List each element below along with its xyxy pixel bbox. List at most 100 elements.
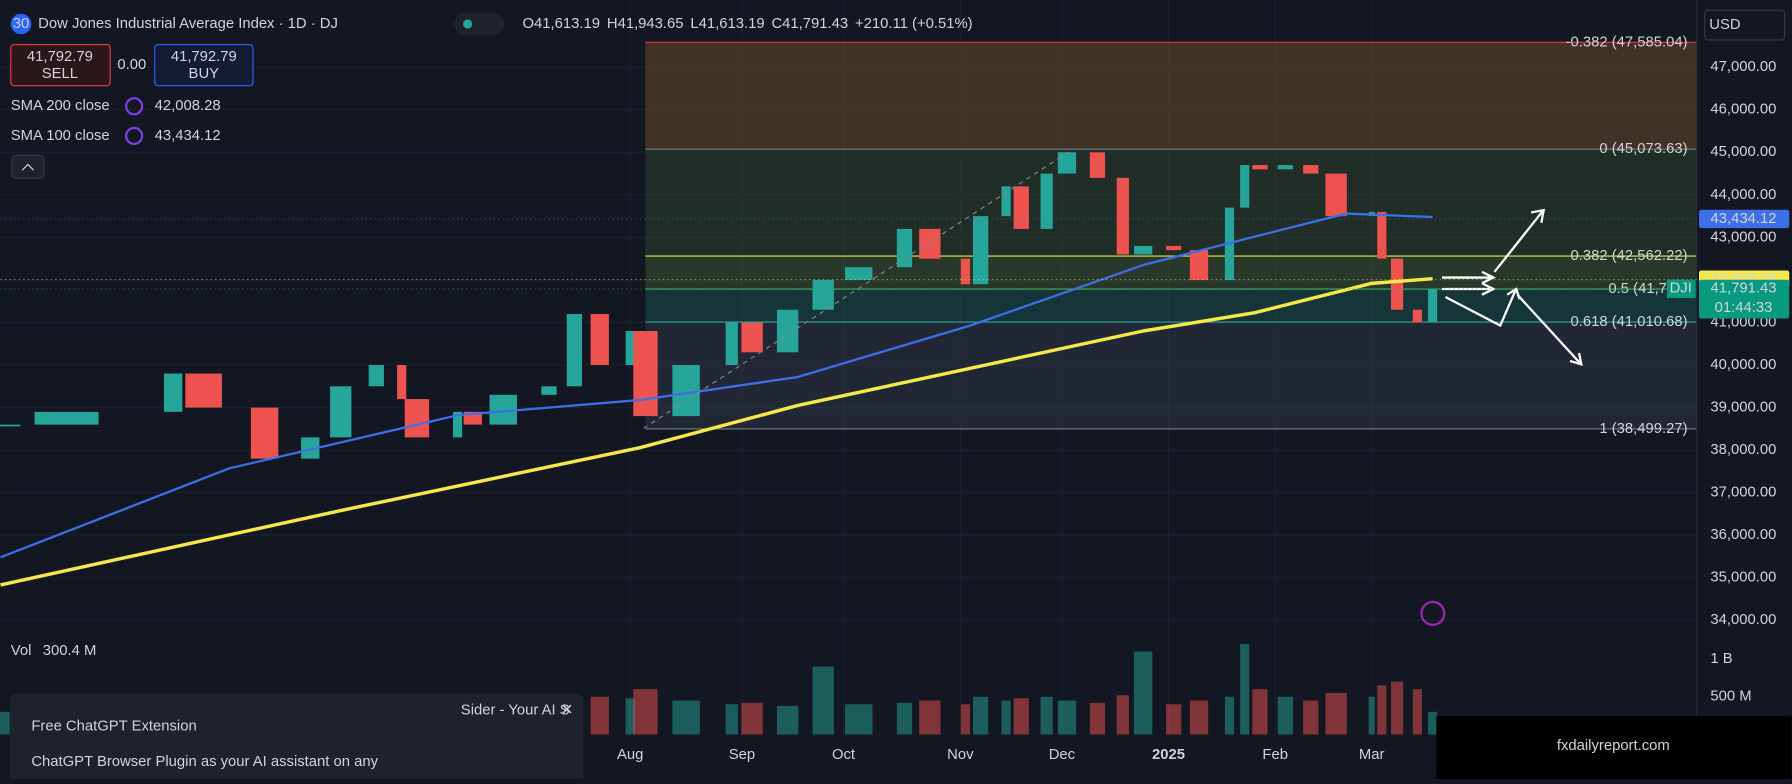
candle: [185, 373, 222, 408]
ad-close[interactable]: ✕: [561, 702, 573, 718]
volume-bar: [725, 704, 738, 735]
buy-button[interactable]: [154, 43, 254, 87]
y-tick-label: 43,000.00: [1710, 229, 1776, 245]
status-pill[interactable]: [453, 12, 505, 36]
volume-bar: [960, 704, 970, 735]
volume-bar: [1368, 696, 1375, 735]
volume-bar: [1166, 704, 1182, 735]
ohlc-item: H: [607, 16, 618, 32]
x-tick-label: Aug: [617, 747, 643, 763]
candle: [1277, 165, 1293, 170]
ad-text: ChatGPT Browser Plugin as your AI assist…: [31, 754, 378, 770]
price-badge: [1698, 279, 1790, 319]
candle: [34, 411, 99, 425]
ohlc-item: C: [771, 16, 782, 32]
candle: [845, 267, 873, 280]
symbol-tag-text: DJI: [1670, 281, 1692, 297]
volume-bar: [1001, 700, 1011, 735]
candle: [812, 279, 834, 310]
x-tick-label: Nov: [947, 747, 974, 763]
badge: [10, 13, 32, 35]
volume-bar: [633, 689, 658, 735]
indicator-value: 42,008.28: [155, 98, 221, 114]
candle: [1412, 309, 1422, 323]
fib-zone: [645, 42, 1697, 150]
ad-title: Free ChatGPT Extension: [31, 718, 196, 734]
y-tick-label: 39,000.00: [1710, 400, 1776, 416]
symbol-title[interactable]: Dow Jones Industrial Average Index · 1D …: [38, 16, 338, 32]
price-axis-bg: [1696, 0, 1792, 779]
indicator-name: SMA 100 close: [11, 128, 110, 144]
candle: [1325, 173, 1347, 217]
candle: [368, 365, 384, 387]
candle: [1189, 250, 1209, 280]
volume-bar: [776, 705, 799, 735]
y-tick-label: 38,000.00: [1710, 442, 1776, 458]
volume-bar: [973, 696, 989, 735]
x-tick-label: Mar: [1359, 747, 1385, 763]
ohlc-item: L: [690, 16, 698, 32]
countdown: 01:44:33: [1715, 300, 1773, 316]
ohlc-item: 41,613.19: [534, 16, 600, 32]
fib-label: 0.382 (42,562.22): [1570, 248, 1687, 264]
volume-value: 300.4 M: [43, 643, 97, 659]
candle: [1001, 186, 1011, 217]
candle: [0, 424, 21, 427]
x-tick-label: Sep: [729, 747, 755, 763]
buy-label: BUY: [189, 66, 220, 82]
volume-bar: [590, 696, 609, 735]
candle: [1040, 173, 1053, 229]
volume-bar: [1134, 651, 1153, 735]
candle: [404, 399, 430, 438]
volume-bar: [1116, 695, 1129, 735]
candle: [625, 331, 635, 366]
candle: [973, 216, 989, 285]
currency-select[interactable]: [1704, 9, 1786, 41]
volume-title: Vol: [11, 643, 32, 659]
y-tick-label: 40,000.00: [1710, 357, 1776, 373]
candle: [741, 322, 763, 353]
volume-bar: [1252, 689, 1268, 735]
status-dot: [463, 19, 473, 29]
volume-bar: [625, 698, 635, 735]
y-tick-label: 46,000.00: [1710, 102, 1776, 118]
fib-zone: [645, 256, 1697, 290]
sell-label: SELL: [42, 66, 78, 82]
volume-bar: [1412, 689, 1422, 735]
x-tick-label: Oct: [832, 747, 856, 763]
candle: [960, 258, 970, 285]
candle: [633, 331, 658, 417]
annotation-arrows: [1441, 208, 1583, 367]
sell-button[interactable]: [10, 43, 111, 87]
y-tick-label: 34,000.00: [1710, 612, 1776, 628]
indicator-value: 43,434.12: [155, 128, 221, 144]
fib-zone: [645, 322, 1697, 429]
volume-bar: [1089, 702, 1106, 735]
y-tick-label: 35,000.00: [1710, 570, 1776, 586]
ohlc-item: O: [522, 16, 534, 32]
sell-price: 41,792.79: [27, 49, 93, 65]
ma-line: [0, 276, 1433, 587]
candle: [776, 309, 799, 353]
volume-bar: [1277, 696, 1293, 735]
alert-icon[interactable]: [1420, 600, 1446, 626]
candle: [896, 228, 913, 268]
volume-bar: [1390, 681, 1404, 735]
indicator-icon: [124, 97, 144, 116]
x-tick-label: Dec: [1049, 747, 1076, 763]
volume-tick-label: 1 B: [1710, 651, 1732, 667]
fib-label: 0 (45,073.63): [1599, 141, 1687, 157]
candle: [590, 313, 609, 366]
candle: [1057, 152, 1077, 174]
y-tick-label: 47,000.00: [1710, 59, 1776, 75]
volume-bar: [812, 666, 834, 735]
candle: [250, 407, 279, 459]
volume-bar: [919, 700, 941, 735]
fib-label: -0.382 (47,585.04): [1566, 34, 1688, 50]
symbol-tag: [1667, 279, 1696, 298]
ad-brand: Sider - Your AI S: [461, 702, 570, 718]
y-tick-label: 45,000.00: [1710, 144, 1776, 160]
collapse-button[interactable]: [11, 154, 45, 179]
